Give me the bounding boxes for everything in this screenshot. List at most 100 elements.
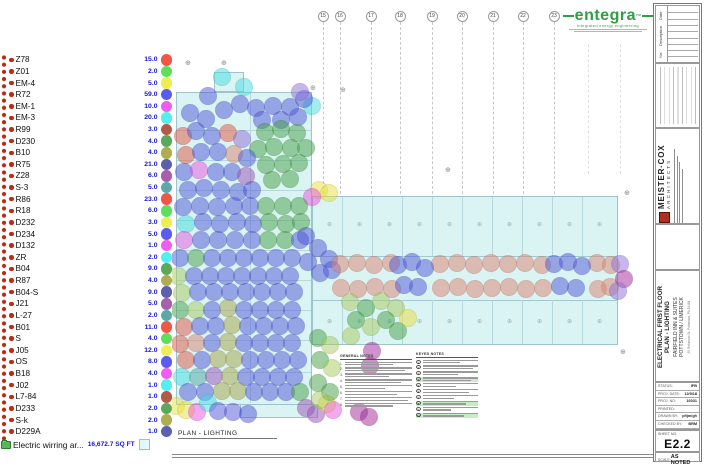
keyed-note-item: 4 — [416, 377, 478, 382]
grid-line — [554, 22, 555, 194]
firm-logo — [659, 212, 670, 223]
takeoff-dot — [260, 213, 278, 231]
legend-item-label: R86 — [15, 194, 31, 204]
legend-item[interactable]: EM-4 5.0 — [6, 77, 172, 89]
field-row: PRINTED: — [656, 406, 699, 414]
grid-bubble: 18 — [394, 11, 406, 22]
legend-item-count: 4.0 — [148, 335, 158, 343]
project-client-line2: POTTSTOWN / LIMERICK — [679, 297, 685, 357]
area-takeoff-item[interactable]: Electric wirring ar... 16,672.7 SQ FT — [0, 438, 172, 451]
legend-item[interactable]: ZR 2.0 — [6, 251, 172, 264]
legend-item[interactable]: R18 6.0 — [6, 205, 172, 217]
legend-item[interactable]: D230 4.0 — [6, 135, 172, 147]
legend-item-label: B04-S — [15, 287, 39, 297]
grid-line — [371, 22, 372, 194]
legend-item[interactable]: OS 8.0 — [6, 356, 172, 368]
note-text-lines — [345, 403, 412, 407]
legend-item-count: 2.0 — [148, 253, 158, 261]
legend-item[interactable]: R72 59.0 — [6, 88, 172, 101]
grid-bubble: 16 — [334, 11, 346, 22]
legend-item[interactable]: J21 5.0 — [6, 298, 172, 310]
legend-item[interactable]: D234 5.0 — [6, 228, 172, 240]
wall-line — [552, 300, 553, 344]
keyed-note-item: 3 — [416, 371, 478, 376]
legend-item-color-swatch — [160, 391, 172, 403]
legend-item[interactable]: B01 11.0 — [6, 321, 172, 333]
takeoff-dot — [365, 256, 383, 274]
item-status-dot-icon — [9, 348, 14, 353]
legend-item[interactable]: D233 2.0 — [6, 402, 172, 415]
legend-item[interactable]: Z78 15.0 — [6, 54, 172, 66]
wall-line — [582, 300, 583, 344]
firm-subname: ARCHITECTS — [666, 158, 671, 209]
revision-row-line — [668, 24, 698, 26]
keyed-note-number: 9 — [416, 407, 421, 413]
wall-line — [492, 197, 493, 256]
note-text-line — [422, 371, 478, 373]
legend-item-color-swatch — [160, 298, 172, 310]
legend-item[interactable]: R87 4.0 — [6, 274, 172, 287]
takeoff-dot — [212, 181, 230, 199]
legend-item-count: 4.0 — [148, 370, 158, 378]
legend-item[interactable]: S 4.0 — [6, 332, 172, 345]
legend-item[interactable]: B04 9.0 — [6, 263, 172, 275]
legend-item[interactable]: EM-1 10.0 — [6, 100, 172, 113]
legend-item-color-swatch — [160, 344, 172, 357]
takeoff-dot — [209, 231, 227, 249]
entegra-address-line — [569, 29, 647, 30]
legend-item[interactable]: D132 1.0 — [6, 239, 172, 252]
legend-item-color-swatch — [160, 181, 172, 194]
legend-item[interactable]: R86 23.0 — [6, 193, 172, 205]
legend-item-color-swatch — [160, 88, 172, 101]
legend-item[interactable]: L7-84 1.0 — [6, 391, 172, 403]
takeoff-dot — [263, 171, 281, 189]
wall-line — [582, 197, 583, 256]
legend-item-label: D230 — [15, 136, 36, 146]
legend-item-label: D232 — [15, 217, 36, 227]
grid-target-icon: ⊕ — [185, 60, 191, 67]
wall-line — [342, 300, 343, 344]
legend-item[interactable]: S-k 2.0 — [6, 414, 172, 426]
takeoff-dot — [449, 278, 467, 296]
takeoff-dot — [323, 359, 341, 377]
legend-item[interactable]: Z01 2.0 — [6, 65, 172, 78]
note-text-lines — [345, 367, 412, 371]
field-row: CHECKED BY: BRM — [656, 421, 699, 429]
takeoff-dot — [331, 255, 349, 273]
legend-item[interactable]: B10 4.0 — [6, 147, 172, 159]
revision-row-line — [668, 37, 698, 39]
fold-mark — [620, 44, 621, 174]
legend-item-count: 5.0 — [148, 184, 158, 192]
grid-bubble: 20 — [456, 11, 468, 22]
keyed-note-item: 8 — [416, 401, 478, 406]
entegra-logo-text: entegraTM — [574, 7, 642, 24]
legend-item[interactable]: Z28 6.0 — [6, 170, 172, 182]
legend-item-color-swatch — [160, 193, 172, 205]
legend-item[interactable]: D229A 1.0 — [6, 425, 172, 438]
item-status-dot-icon — [9, 394, 14, 400]
legend-item[interactable]: R99 3.0 — [6, 123, 172, 136]
legend-item[interactable]: EM-3 20.0 — [6, 112, 172, 124]
takeoff-dot — [448, 254, 466, 272]
legend-item[interactable]: J02 1.0 — [6, 379, 172, 391]
takeoff-dot — [609, 282, 627, 300]
item-status-dot-icon — [9, 406, 14, 411]
note-text-line — [345, 397, 412, 399]
note-text-line — [422, 365, 478, 367]
legend-item[interactable]: J05 12.0 — [6, 344, 172, 357]
legend-item[interactable]: R75 21.0 — [6, 158, 172, 171]
legend-item[interactable]: L-27 2.0 — [6, 309, 172, 322]
legend-item-color-swatch — [160, 402, 172, 415]
legend-item[interactable]: B04-S 9.0 — [6, 286, 172, 298]
keyed-note-item: 2 — [416, 365, 478, 370]
legend-item[interactable]: D232 3.0 — [6, 216, 172, 229]
legend-item[interactable]: S-3 5.0 — [6, 181, 172, 194]
note-item: 5. — [340, 385, 412, 389]
item-status-dot-icon — [9, 69, 14, 74]
wall-line — [522, 300, 523, 344]
legend-item-label: B18 — [15, 369, 31, 379]
note-text-line — [345, 363, 394, 365]
legend-item-label: Z01 — [15, 66, 30, 76]
legend-item[interactable]: B18 4.0 — [6, 367, 172, 380]
takeoff-dot — [194, 213, 212, 231]
